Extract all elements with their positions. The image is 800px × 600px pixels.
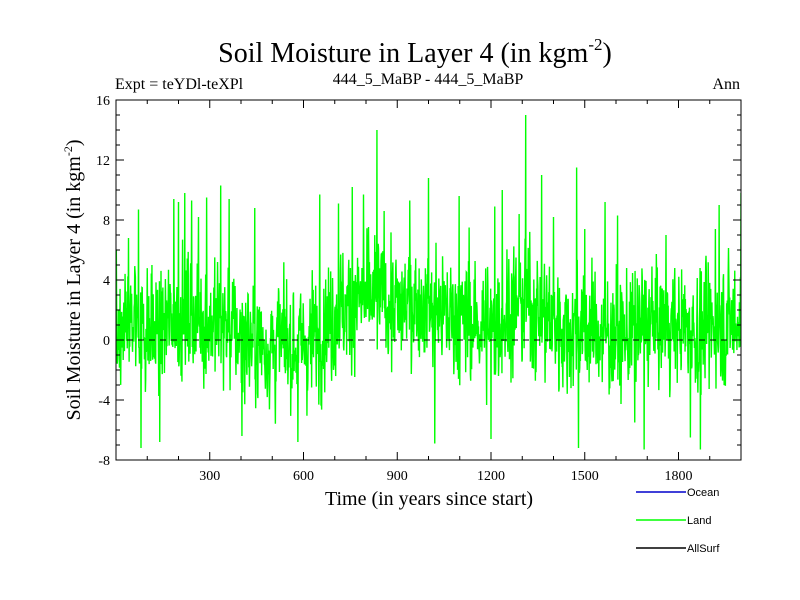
x-axis-label: Time (in years since start) — [325, 488, 533, 510]
y-axis-label-text: Soil Moisture in Layer 4 (in kgm — [63, 156, 85, 421]
x-tick-label: 300 — [199, 469, 220, 484]
y-tick-label: 8 — [103, 214, 110, 229]
series-line-land — [116, 114, 741, 450]
x-tick-label: 1800 — [665, 469, 693, 484]
series-layer — [116, 114, 741, 450]
y-tick-label: -8 — [98, 454, 110, 469]
chart-title-sup: -2 — [588, 35, 602, 54]
y-tick-label: 12 — [96, 154, 110, 169]
chart-title: Soil Moisture in Layer 4 (in kgm-2) — [218, 35, 612, 69]
y-tick-label: 0 — [103, 334, 110, 349]
x-tick-label: 900 — [387, 469, 408, 484]
x-tick-label: 1500 — [571, 469, 599, 484]
y-axis-label-close: ) — [63, 139, 85, 146]
y-tick-label: 16 — [96, 94, 110, 109]
x-tick-label: 600 — [293, 469, 314, 484]
subtitle-right: Ann — [712, 76, 740, 93]
legend-label-land: Land — [687, 515, 711, 527]
y-axis-label-sup: -2 — [61, 146, 75, 156]
legend-label-ocean: Ocean — [687, 487, 719, 499]
y-tick-label: -4 — [98, 394, 110, 409]
subtitle-left: Expt = teYDl-teXPl — [115, 76, 244, 93]
chart-title-close: ) — [603, 38, 612, 69]
y-tick-label: 4 — [103, 274, 110, 289]
legend: Ocean Land AllSurf — [636, 487, 720, 555]
subtitle-center: 444_5_MaBP - 444_5_MaBP — [333, 71, 524, 88]
y-axis-label: Soil Moisture in Layer 4 (in kgm-2) — [61, 139, 85, 420]
legend-label-allsurf: AllSurf — [687, 543, 720, 555]
axes-layer: -8 -4 0 4 8 12 16 300 600 900 1200 1500 1800 — [96, 94, 742, 484]
chart-title-text: Soil Moisture in Layer 4 (in kgm — [218, 38, 588, 69]
x-tick-label: 1200 — [477, 469, 505, 484]
